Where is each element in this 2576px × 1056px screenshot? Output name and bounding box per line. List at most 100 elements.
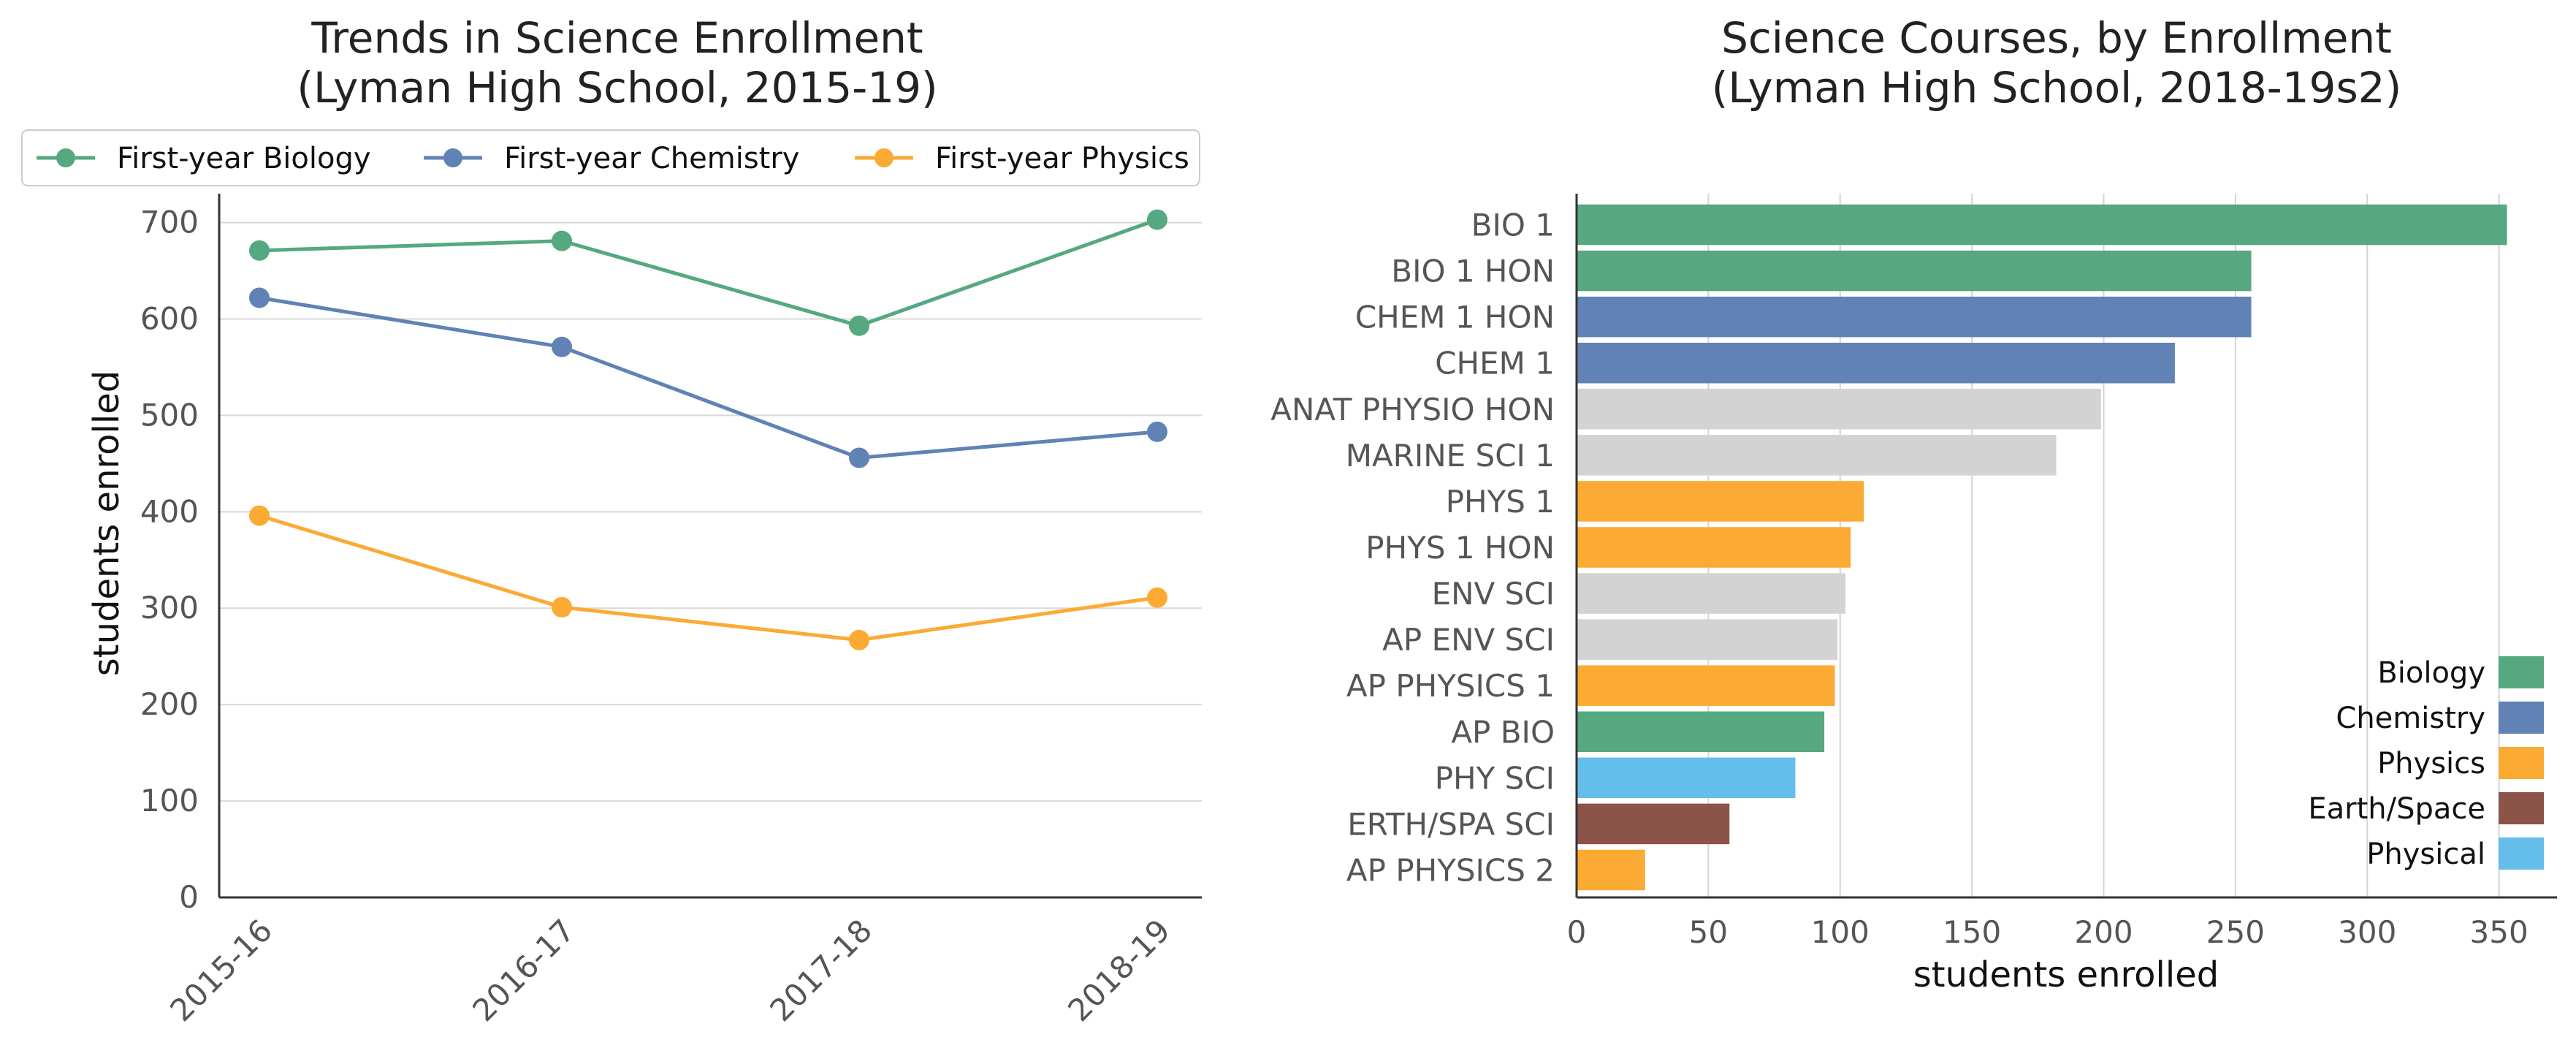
series-first-year-physics: [249, 505, 1167, 650]
series-line: [259, 296, 1158, 460]
bar-chart-category-label: PHY SCI: [1435, 760, 1555, 796]
line-chart-series: [249, 209, 1167, 650]
line-chart-y-tick-label: 200: [140, 686, 199, 722]
bar-erth-spa-sci: [1577, 803, 1730, 845]
bar-chart-category-label: BIO 1 HON: [1391, 254, 1555, 289]
bar-chart-x-tick-label: 200: [2074, 914, 2133, 950]
bar-chart-category-label: AP ENV SCI: [1382, 622, 1555, 658]
legend-marker: [56, 148, 75, 167]
legend-label: Physical: [2366, 837, 2485, 871]
bar-chart-x-tick-label: 150: [1943, 914, 2001, 950]
line-chart-y-tick-label: 100: [140, 783, 199, 818]
bar-bio-1-hon: [1577, 250, 2252, 292]
bar-chart-x-tick-label: 100: [1811, 914, 1870, 950]
bar-chart-subtitle: (Lyman High School, 2018-19s2): [1712, 63, 2401, 113]
line-chart-y-tick-label: 600: [140, 300, 199, 336]
bar-chart-x-axis-label: students enrolled: [1913, 954, 2219, 995]
legend-item-physical: Physical: [2366, 837, 2544, 871]
bar-chart-x-tick-label: 350: [2470, 914, 2529, 950]
data-point: [1147, 209, 1167, 230]
bar-chart-x-tick-label: 0: [1567, 914, 1587, 950]
bar-chart-category-label: CHEM 1: [1435, 346, 1555, 381]
bar-anat-physio-hon: [1577, 389, 2101, 430]
bar-chart-legend: Biology Chemistry Physics Earth/Space Physic…: [2308, 656, 2544, 871]
legend-swatch: [2499, 656, 2544, 688]
data-point: [1147, 421, 1167, 442]
line-chart-y-tick-label: 500: [140, 397, 199, 433]
bar-ap-physics-1: [1577, 665, 1835, 706]
line-chart-y-tick-label: 300: [140, 590, 199, 626]
bar-chart-category-label: PHYS 1 HON: [1365, 530, 1555, 566]
legend-label: First-year Chemistry: [504, 142, 799, 175]
bar-chart-bars: [1577, 204, 2507, 891]
bar-chart-category-label: ERTH/SPA SCI: [1347, 806, 1555, 842]
line-chart-x-tick-label: 2015-16: [163, 912, 279, 1028]
legend-label: First-year Physics: [935, 142, 1189, 175]
bar-chart-category-label: BIO 1: [1471, 208, 1555, 243]
series-first-year-biology: [249, 209, 1167, 336]
legend-frame: [21, 129, 1200, 186]
bar-bio-1: [1577, 204, 2507, 246]
data-point: [249, 505, 270, 526]
data-point: [849, 629, 869, 650]
bar-chart-category-label: ENV SCI: [1432, 576, 1555, 612]
series-line: [259, 218, 1158, 328]
bar-env-sci: [1577, 573, 1845, 614]
line-chart-grid: [219, 221, 1202, 802]
line-chart-x-ticks: 2015-16 2016-17 2017-18 2018-19: [163, 912, 1177, 1028]
legend-item-earth-space: Earth/Space: [2308, 792, 2544, 826]
line-chart-y-ticks: 0 100 200 300 400 500 600 700: [140, 205, 199, 915]
series-line: [259, 514, 1158, 642]
bar-chart-category-label: AP BIO: [1451, 714, 1555, 750]
bar-chart-x-tick-label: 250: [2206, 914, 2265, 950]
legend-label: Earth/Space: [2308, 792, 2485, 826]
data-point: [849, 447, 869, 468]
line-chart-y-tick-label: 700: [140, 205, 199, 240]
data-point: [849, 315, 869, 336]
legend-marker: [443, 148, 462, 167]
bar-chart-category-label: PHYS 1: [1446, 484, 1555, 520]
legend-swatch: [2499, 792, 2544, 824]
legend-item-first-year-biology: First-year Biology: [37, 142, 371, 175]
legend-item-chemistry: Chemistry: [2336, 702, 2544, 735]
legend-item-physics: Physics: [2377, 747, 2544, 780]
legend-label: First-year Biology: [117, 142, 371, 175]
line-chart-y-tick-label: 400: [140, 493, 199, 529]
bar-ap-physics-2: [1577, 849, 1645, 891]
data-point: [552, 596, 572, 618]
bar-marine-sci-1: [1577, 435, 2057, 476]
legend-item-first-year-chemistry: First-year Chemistry: [424, 142, 799, 175]
line-chart: Trends in Science Enrollment (Lyman High…: [21, 13, 1202, 1028]
line-chart-legend: First-year Biology First-year Chemistry Fi…: [21, 129, 1200, 186]
bar-chart-category-label: ANAT PHYSIO HON: [1270, 392, 1555, 428]
bar-chem-1-hon: [1577, 296, 2252, 338]
bar-chart-category-label: AP PHYSICS 2: [1346, 852, 1555, 888]
legend-label: Physics: [2377, 747, 2485, 780]
legend-swatch: [2499, 837, 2544, 870]
line-chart-axes: [218, 194, 1202, 899]
bar-chart-category-label: CHEM 1 HON: [1355, 300, 1555, 335]
bar-ap-bio: [1577, 711, 1825, 753]
line-chart-title: Trends in Science Enrollment: [310, 13, 923, 63]
line-chart-subtitle: (Lyman High School, 2015-19): [297, 63, 937, 113]
bar-chart-x-tick-label: 300: [2338, 914, 2396, 950]
bar-phys-1: [1577, 481, 1864, 522]
bar-chart-category-label: AP PHYSICS 1: [1346, 668, 1555, 704]
legend-label: Biology: [2377, 656, 2485, 690]
bar-chart-title: Science Courses, by Enrollment: [1721, 13, 2392, 63]
bar-chart-axes: [1575, 194, 2557, 899]
line-chart-y-axis-label: students enrolled: [86, 371, 127, 676]
data-point: [552, 336, 572, 357]
data-point: [1147, 587, 1167, 608]
line-chart-x-tick-label: 2017-18: [763, 912, 879, 1028]
bar-phy-sci: [1577, 757, 1796, 799]
bar-ap-env-sci: [1577, 619, 1838, 660]
legend-swatch: [2499, 702, 2544, 734]
legend-item-biology: Biology: [2377, 656, 2544, 690]
line-chart-x-tick-label: 2016-17: [465, 912, 582, 1028]
legend-label: Chemistry: [2336, 702, 2485, 735]
bar-chart: Science Courses, by Enrollment (Lyman Hi…: [1270, 13, 2557, 995]
legend-marker: [874, 148, 893, 167]
bar-chart-category-label: MARINE SCI 1: [1346, 438, 1555, 474]
